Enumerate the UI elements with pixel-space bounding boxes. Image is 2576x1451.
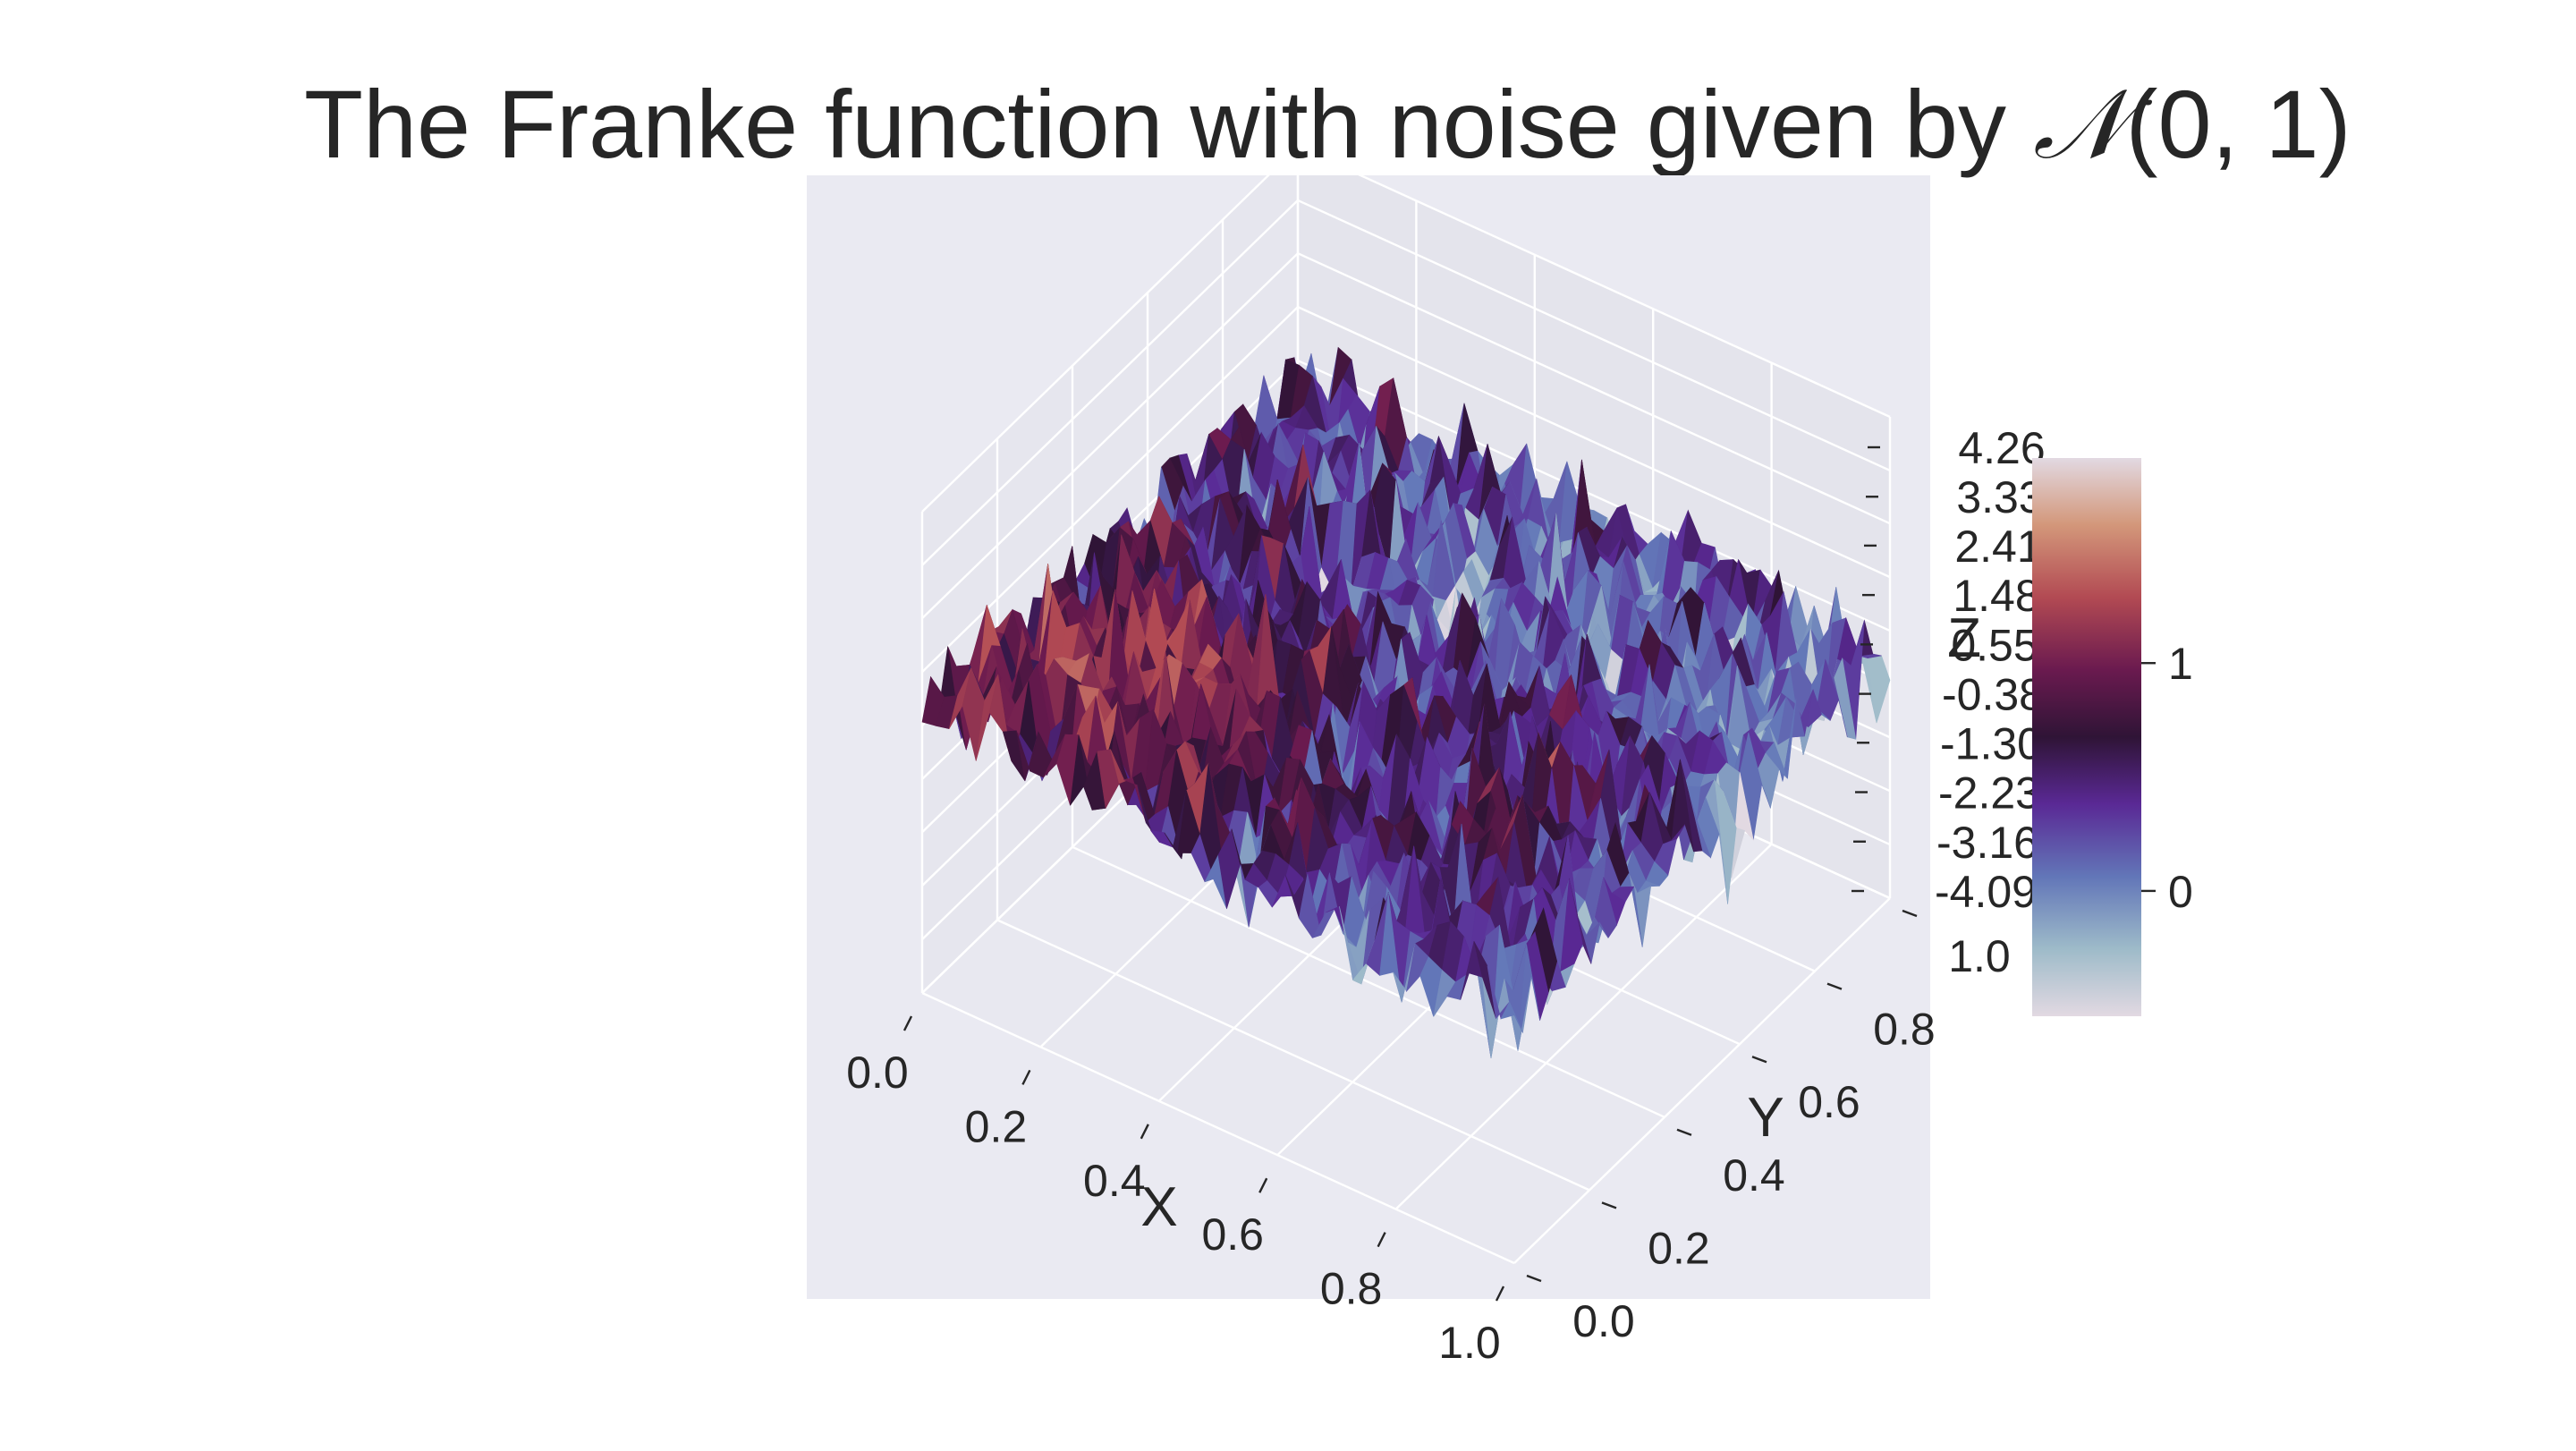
grid-side-z-8 xyxy=(921,199,1299,566)
x-tick-4 xyxy=(1377,1232,1386,1248)
y-tick-0 xyxy=(1526,1274,1542,1283)
y-tick-label-0: 0.0 xyxy=(1572,1296,1635,1346)
y-tick-label-4: 0.8 xyxy=(1873,1005,1936,1055)
surface-patch xyxy=(1500,1001,1523,1033)
y-tick-4 xyxy=(1826,982,1843,990)
z-tick-label-5: 0.55 xyxy=(1951,620,2038,670)
x-tick-1 xyxy=(1021,1069,1031,1085)
grid-back-z-8 xyxy=(1297,199,1891,472)
x-axis-label: X xyxy=(1140,1176,1177,1238)
y-tick-label-3: 0.6 xyxy=(1798,1077,1860,1127)
colorbar-tick-label-1: 1 xyxy=(2168,639,2193,689)
chart-title-math-args: (0, 1) xyxy=(2126,70,2351,178)
y-tick-1 xyxy=(1601,1201,1617,1209)
x-tick-label-3: 0.6 xyxy=(1201,1209,1264,1260)
x-tick-5 xyxy=(1495,1286,1505,1302)
x-tick-label-4: 0.8 xyxy=(1320,1264,1383,1314)
z-tick-label-4: -0.38 xyxy=(1942,670,2044,720)
z-tick-label-6: 1.48 xyxy=(1953,571,2039,621)
x-tick-2 xyxy=(1140,1124,1149,1140)
z-tick-label-9: 4.26 xyxy=(1958,423,2045,473)
y-tick-label-2: 0.4 xyxy=(1723,1150,1785,1201)
grid-side-z-7 xyxy=(921,252,1299,620)
z-tick-label-7: 2.41 xyxy=(1954,522,2041,572)
colorbar: 01 xyxy=(2032,458,2193,1016)
grid-floor-y-0 xyxy=(921,991,1515,1265)
grid-floor-x-5 xyxy=(1513,897,1891,1264)
grid-side-z-9 xyxy=(921,175,1270,513)
y-axis-label: Y xyxy=(1747,1087,1784,1149)
z-tick-label-2: -2.23 xyxy=(1938,768,2040,819)
surface-plot xyxy=(921,346,1891,1059)
y-tick-label-1: 0.2 xyxy=(1648,1223,1710,1273)
z-tick-label-8: 3.33 xyxy=(1956,472,2043,522)
y-tick-2 xyxy=(1676,1128,1692,1136)
x-tick-label-1: 0.2 xyxy=(965,1101,1028,1151)
x-tick-label-2: 0.4 xyxy=(1083,1156,1146,1206)
y-tick-3 xyxy=(1751,1056,1767,1064)
x-tick-3 xyxy=(1258,1177,1268,1193)
z-tick-label-3: -1.30 xyxy=(1940,718,2042,768)
z-tick-label-0: -4.09 xyxy=(1935,867,2037,917)
grid-back-z-6 xyxy=(1297,306,1891,579)
grid-floor-y-1 xyxy=(996,919,1590,1192)
z-axis-label: Z xyxy=(1947,607,1981,669)
y-tick-label-5: 1.0 xyxy=(1948,931,2011,981)
chart-title-text: The Franke function with noise given by xyxy=(304,70,2033,178)
axis-ticks xyxy=(902,445,1918,1302)
x-tick-label-5: 1.0 xyxy=(1438,1318,1501,1368)
colorbar-gradient xyxy=(2032,458,2141,1016)
chart-title: The Franke function with noise given by … xyxy=(304,69,2351,181)
colorbar-ticks: 01 xyxy=(2141,639,2193,917)
grid-floor-y-2 xyxy=(1072,845,1665,1118)
grid-floor-x-4 xyxy=(1394,843,1773,1210)
x-tick-label-0: 0.0 xyxy=(846,1048,909,1098)
y-tick-5 xyxy=(1902,909,1918,918)
grid-back-z-9 xyxy=(1358,175,1891,419)
tick-labels: 0.00.20.40.60.81.0 0.00.20.40.60.81.0-4.0… xyxy=(846,423,2045,1368)
axes-3d xyxy=(920,175,1892,1265)
grid-side-z-6 xyxy=(921,306,1299,673)
grid-back-z-7 xyxy=(1297,252,1891,525)
x-tick-0 xyxy=(902,1015,913,1031)
colorbar-tick-label-0: 0 xyxy=(2168,867,2193,917)
z-tick-label-1: -3.16 xyxy=(1936,818,2038,868)
